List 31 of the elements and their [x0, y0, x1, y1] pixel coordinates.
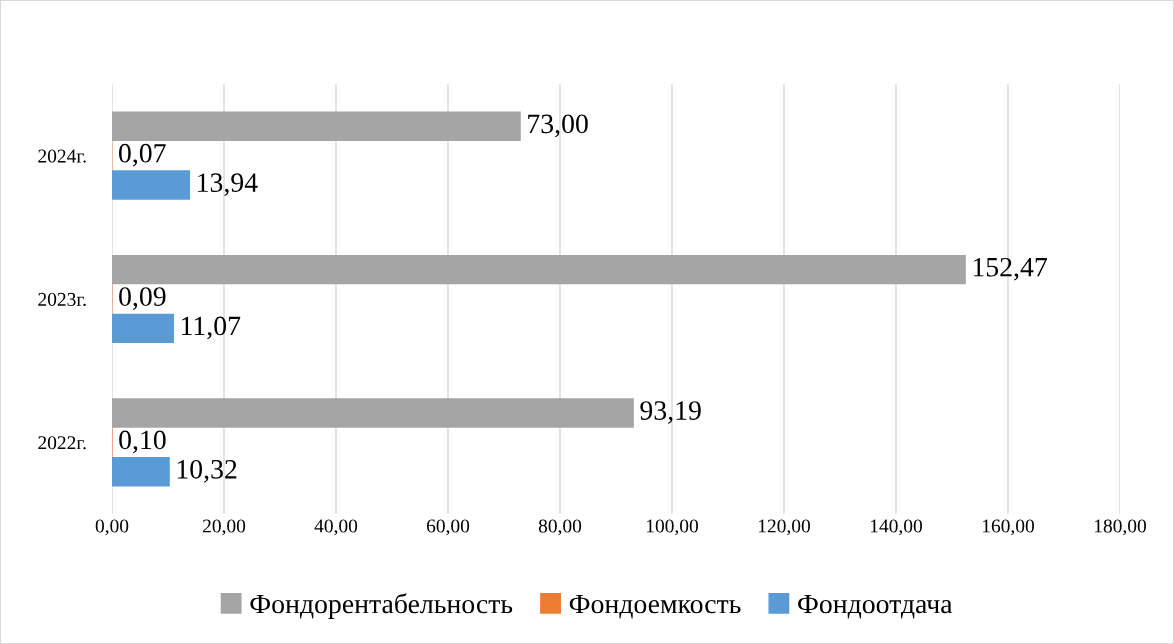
data-label: 152,47 [973, 257, 1047, 281]
legend-label: Фондоемкость [569, 594, 741, 619]
bar [112, 111, 521, 141]
y-tick-label: 2024г. [38, 149, 86, 163]
legend-label: Фондоотдача [798, 594, 953, 619]
data-label: 0,10 [119, 430, 166, 454]
y-tick-label: 2022г. [38, 436, 86, 450]
bar [112, 457, 170, 487]
data-label: 11,07 [181, 316, 241, 340]
data-label: 0,07 [119, 143, 166, 167]
x-tick-label: 60,00 [426, 519, 470, 536]
x-tick-label: 40,00 [314, 519, 358, 536]
bar [112, 170, 191, 200]
x-tick-label: 100,00 [646, 519, 698, 536]
data-label: 93,19 [640, 401, 701, 424]
legend-label: Фондорентабельность [250, 593, 513, 619]
x-tick-label: 120,00 [758, 519, 810, 536]
bar [112, 398, 634, 428]
data-label: 10,32 [177, 459, 237, 483]
bar [112, 313, 174, 344]
data-label: 73,00 [528, 114, 588, 138]
data-label: 0,09 [119, 287, 166, 310]
x-tick-label: 20,00 [202, 519, 246, 536]
x-tick-label: 180,00 [1094, 519, 1146, 536]
x-tick-label: 80,00 [538, 519, 582, 536]
x-tick-label: 140,00 [870, 519, 922, 536]
x-tick-label: 160,00 [982, 519, 1034, 536]
data-label: 13,94 [198, 173, 258, 196]
y-tick-label: 2023г. [38, 292, 86, 307]
x-tick-label: 0,00 [95, 519, 129, 536]
bar [112, 254, 966, 285]
